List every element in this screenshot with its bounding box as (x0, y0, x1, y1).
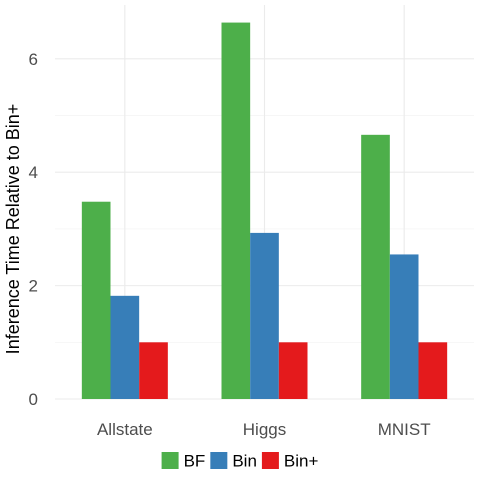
bar-bin-allstate (110, 295, 140, 399)
bar-bf-allstate (81, 201, 111, 399)
bar-bin--mnist (418, 342, 448, 399)
legend-label: BF (184, 452, 206, 471)
y-tick-label: 6 (29, 50, 38, 69)
legend-key-bin (210, 452, 228, 469)
bar-bf-mnist (361, 134, 390, 399)
legend-label: Bin+ (284, 452, 319, 471)
bars (81, 22, 448, 400)
bar-bin--allstate (139, 342, 168, 399)
x-tick-label: Higgs (243, 420, 286, 439)
bar-bin--higgs (278, 342, 308, 399)
y-tick-label: 0 (29, 390, 38, 409)
bar-bf-higgs (221, 22, 251, 400)
bar-bin-higgs (250, 232, 279, 399)
y-axis-ticks: 0 2 4 6 (29, 50, 38, 409)
y-tick-label: 4 (29, 163, 38, 182)
x-axis-ticks: Allstate Higgs MNIST (97, 420, 431, 439)
y-tick-label: 2 (29, 277, 38, 296)
legend-label: Bin (232, 452, 257, 471)
legend-key-bin- (261, 452, 279, 469)
legend: BF Bin Bin+ (161, 452, 319, 471)
x-tick-label: Allstate (97, 420, 153, 439)
bar-bin-mnist (389, 254, 419, 399)
y-axis-label: Inference Time Relative to Bin+ (3, 104, 23, 355)
x-tick-label: MNIST (378, 420, 431, 439)
legend-key-bf (161, 452, 179, 469)
